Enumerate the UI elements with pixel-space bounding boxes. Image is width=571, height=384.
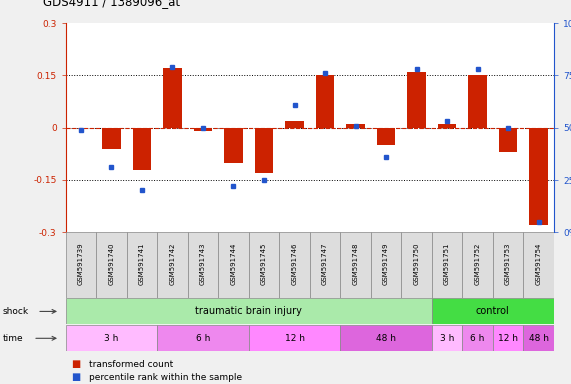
Bar	[163, 68, 182, 127]
Text: GSM591751: GSM591751	[444, 242, 450, 285]
Bar	[66, 232, 96, 298]
Bar	[438, 124, 456, 127]
Text: GSM591745: GSM591745	[261, 242, 267, 285]
Text: 6 h: 6 h	[196, 334, 210, 343]
Text: GSM591749: GSM591749	[383, 242, 389, 285]
Bar	[340, 232, 371, 298]
Bar	[133, 127, 151, 169]
Text: 3 h: 3 h	[104, 334, 119, 343]
Bar	[499, 127, 517, 152]
Bar	[224, 127, 243, 162]
Text: GDS4911 / 1389096_at: GDS4911 / 1389096_at	[43, 0, 180, 8]
Bar	[279, 232, 309, 298]
Bar	[66, 298, 432, 324]
Bar	[249, 232, 279, 298]
Text: transformed count: transformed count	[89, 359, 173, 369]
Bar	[468, 75, 486, 127]
Bar	[66, 325, 157, 351]
Bar	[157, 325, 249, 351]
Text: 6 h: 6 h	[471, 334, 485, 343]
Bar	[463, 232, 493, 298]
Bar	[316, 75, 334, 127]
Bar	[286, 121, 304, 127]
Bar	[249, 325, 340, 351]
Text: GSM591754: GSM591754	[536, 242, 542, 285]
Bar	[377, 127, 395, 145]
Text: GSM591748: GSM591748	[352, 242, 359, 285]
Text: 12 h: 12 h	[284, 334, 304, 343]
Text: GSM591741: GSM591741	[139, 242, 145, 285]
Bar	[432, 298, 554, 324]
Text: GSM591742: GSM591742	[170, 242, 175, 285]
Text: GSM591746: GSM591746	[292, 242, 297, 285]
Bar	[529, 127, 548, 225]
Text: shock: shock	[3, 307, 29, 316]
Bar	[96, 232, 127, 298]
Bar	[493, 325, 524, 351]
Bar	[157, 232, 188, 298]
Bar	[188, 232, 218, 298]
Text: control: control	[476, 306, 510, 316]
Bar	[408, 72, 426, 127]
Text: time: time	[3, 334, 23, 343]
Bar	[524, 325, 554, 351]
Text: traumatic brain injury: traumatic brain injury	[195, 306, 302, 316]
Bar	[309, 232, 340, 298]
Bar	[340, 325, 432, 351]
Bar	[524, 232, 554, 298]
Text: GSM591747: GSM591747	[322, 242, 328, 285]
Bar	[493, 232, 524, 298]
Bar	[463, 325, 493, 351]
Text: 12 h: 12 h	[498, 334, 518, 343]
Bar	[194, 127, 212, 131]
Text: 48 h: 48 h	[529, 334, 549, 343]
Bar	[102, 127, 120, 149]
Bar	[371, 232, 401, 298]
Text: percentile rank within the sample: percentile rank within the sample	[89, 372, 242, 382]
Bar	[401, 232, 432, 298]
Text: ■: ■	[71, 372, 81, 382]
Bar	[127, 232, 157, 298]
Text: GSM591752: GSM591752	[475, 242, 481, 285]
Text: GSM591744: GSM591744	[231, 242, 236, 285]
Text: ■: ■	[71, 359, 81, 369]
Text: GSM591750: GSM591750	[413, 242, 420, 285]
Text: 3 h: 3 h	[440, 334, 455, 343]
Text: GSM591743: GSM591743	[200, 242, 206, 285]
Text: 48 h: 48 h	[376, 334, 396, 343]
Text: GSM591753: GSM591753	[505, 242, 511, 285]
Text: GSM591739: GSM591739	[78, 242, 84, 285]
Bar	[218, 232, 249, 298]
Bar	[432, 232, 463, 298]
Text: GSM591740: GSM591740	[108, 242, 114, 285]
Bar	[432, 325, 463, 351]
Bar	[347, 124, 365, 127]
Bar	[255, 127, 273, 173]
